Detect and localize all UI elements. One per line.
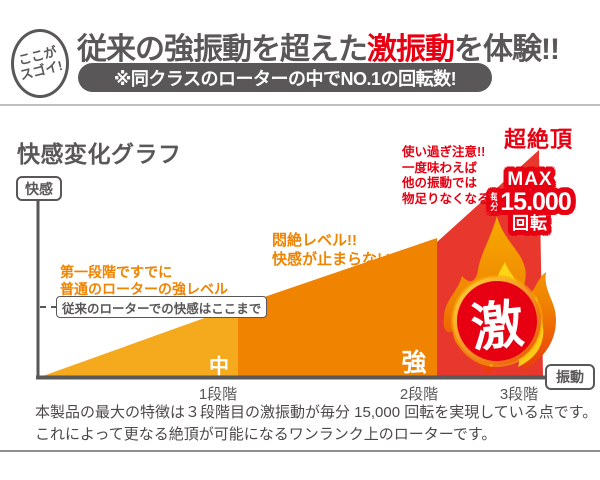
stage1-annotation-line2: 普通のローターの強レベル [60, 281, 228, 297]
stage2-annotation-line1: 悶絶レベル!! [272, 232, 357, 249]
x-tick-stage2: 2段階 [399, 386, 439, 403]
stage3-annotation-line3: 他の振動では [402, 176, 478, 190]
y-axis-label: 快感 [25, 180, 53, 197]
segment-label-strong: 強 [401, 349, 427, 377]
rpm-value: 15,000 [500, 188, 571, 216]
stage3-annotation-line4: 物足りなくなる!? [402, 191, 502, 206]
footer-line2: これによって更なる絶頂が可能になるワンランク上のローターです。 [35, 425, 497, 443]
stage2-annotation: 悶絶レベル!! 快感が止まらない!! [272, 231, 402, 269]
sub-banner-text: ※同クラスのローターの中でNO.1の回転数! [113, 68, 457, 89]
headline-pre: 従来の強振動を超えた [77, 33, 368, 66]
bottom-divider [0, 450, 600, 452]
per-minute-label: 毎分 [489, 192, 500, 212]
x-tick-stage3: 3段階 [499, 386, 539, 403]
highlight-badge: ここが スゴイ! [11, 29, 69, 98]
peak-label: 超絶頂 [504, 127, 574, 152]
top-divider [0, 104, 600, 106]
stage1-annotation-line1: 第一段階ですでに [60, 264, 173, 280]
stage3-annotation-line2: 一度味わえば [402, 160, 478, 175]
x-tick-stage1: 1段階 [198, 386, 238, 403]
area-stage2-strong [238, 238, 437, 377]
area-stage1-mid [40, 306, 238, 377]
stage2-annotation-line2: 快感が止まらない!! [272, 251, 402, 268]
x-axis-label: 振動 [556, 369, 584, 385]
stage3-annotation-line1: 使い過ぎ注意!! [402, 145, 486, 159]
segment-label-extreme: 激 [468, 294, 527, 359]
headline-post: を体験!! [454, 33, 560, 66]
sub-banner: ※同クラスのローターの中でNO.1の回転数! [78, 63, 492, 92]
max-label: MAX [507, 169, 553, 190]
chart-title: 快感変化グラフ [17, 141, 182, 167]
rpm-unit: 回転 [512, 214, 548, 233]
footer-description: 本製品の最大の特徴は３段階目の激振動が毎分 15,000 回転を実現している点で… [35, 402, 597, 445]
headline: 従来の強振動を超えた激振動を体験!! [77, 24, 560, 68]
extreme-circle-glow [451, 275, 543, 367]
extreme-circle [453, 277, 541, 365]
headline-emphasis: 激振動 [367, 33, 455, 66]
baseline-annotation: 従来のローターでの快感はここまで [62, 301, 262, 316]
stage1-annotation: 第一段階ですでに 普通のローターの強レベル [60, 264, 228, 298]
max-rpm-badge: MAX 毎分 15,000 回転 [478, 169, 582, 234]
y-axis-label-box: 快感 [16, 176, 62, 201]
stage3-annotation: 使い過ぎ注意!! 一度味わえば 他の振動では 物足りなくなる!? [402, 145, 501, 207]
x-axis-label-box: 振動 [545, 364, 595, 390]
segment-label-mid: 中 [209, 356, 229, 378]
footer-line1: 本製品の最大の特徴は３段階目の激振動が毎分 15,000 回転を実現している点で… [35, 404, 598, 421]
baseline-annotation-box: 従来のローターでの快感はここまで [56, 296, 268, 318]
